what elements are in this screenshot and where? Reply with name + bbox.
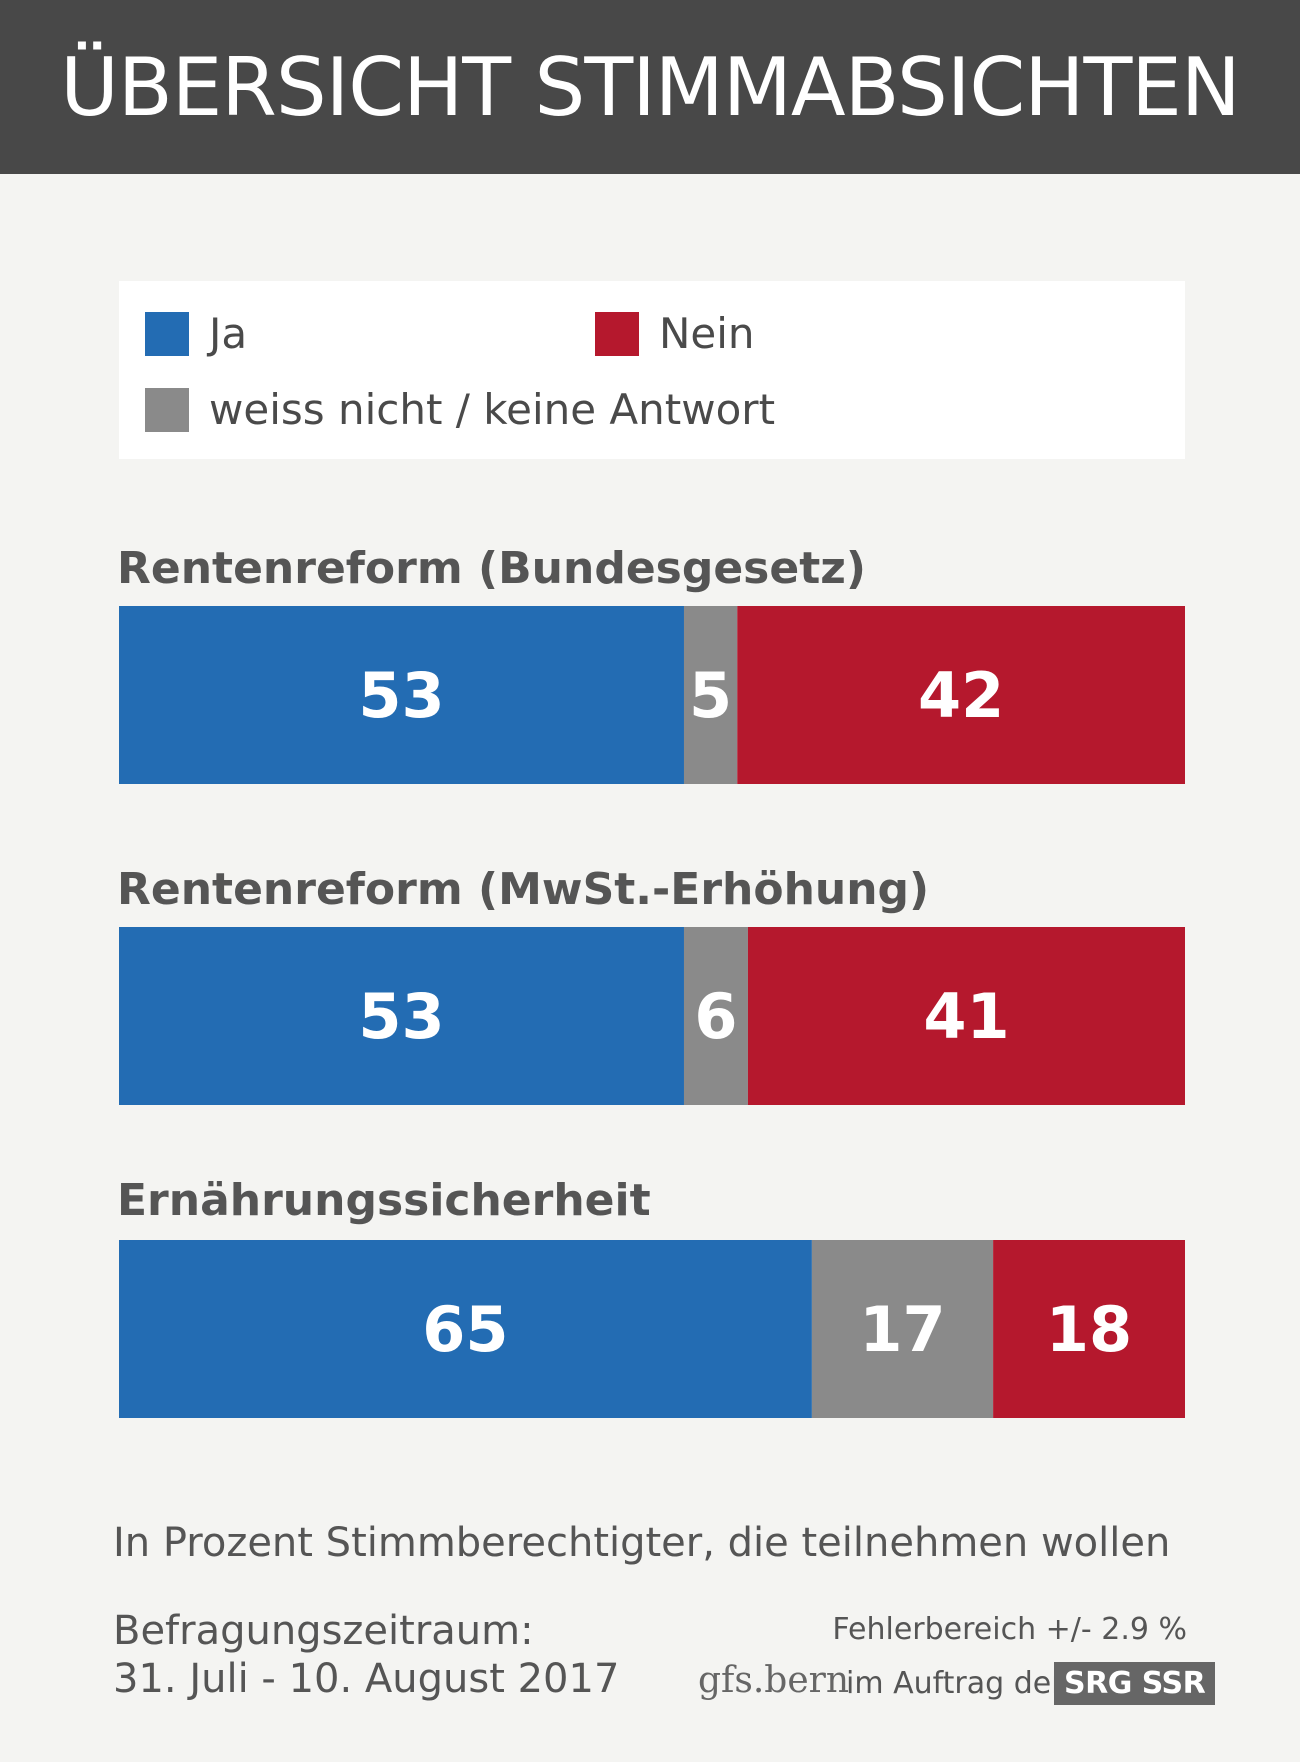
bar-3-nein	[993, 1240, 1185, 1418]
bar-label-1-nein: 42	[918, 659, 1004, 732]
legend-item-ja: Ja	[145, 309, 247, 358]
legend-swatch-weiss-nicht	[145, 387, 189, 432]
legend-item-nein: Nein	[595, 309, 755, 358]
gfs-logo: gfs.bern	[698, 1660, 850, 1701]
page-title: ÜBERSICHT STIMMABSICHTEN	[60, 40, 1240, 134]
legend-item-weiss-nicht: weiss nicht / keine Antwort	[145, 385, 775, 434]
error-margin: Fehlerbereich +/- 2.9 %	[832, 1612, 1187, 1647]
legend-swatch-nein	[595, 311, 639, 356]
legend-swatch-ja	[145, 311, 189, 356]
legend: Ja Nein weiss nicht / keine Antwort	[119, 281, 1185, 459]
bar-label-1-ja: 53	[358, 659, 444, 732]
group-label-1: Rentenreform (Bundesgesetz)	[117, 543, 866, 594]
bar-label-3-ja: 65	[422, 1293, 508, 1366]
bar-1-ja	[119, 606, 684, 784]
bar-label-2-weiss-nicht: 6	[694, 980, 737, 1053]
bar-label-2-ja: 53	[358, 980, 444, 1053]
legend-label-weiss-nicht: weiss nicht / keine Antwort	[209, 385, 776, 434]
bar-label-1-weiss-nicht: 5	[689, 659, 732, 732]
bar-2-ja	[119, 927, 684, 1105]
period-value: 31. Juli - 10. August 2017	[113, 1656, 620, 1702]
legend-label-ja: Ja	[209, 309, 248, 358]
group-label-2: Rentenreform (MwSt.-Erhöhung)	[117, 864, 930, 915]
header: ÜBERSICHT STIMMABSICHTEN	[0, 0, 1300, 174]
bar-label-3-nein: 18	[1046, 1293, 1132, 1366]
bar-3-ja	[119, 1240, 812, 1418]
group-label-3: Ernährungssicherheit	[117, 1175, 651, 1226]
auftrag-text: im Auftrag der	[846, 1666, 1064, 1701]
bar-2-weiss-nicht	[683, 927, 748, 1105]
period-label: Befragungszeitraum:	[113, 1608, 534, 1654]
footnote: In Prozent Stimmberechtigter, die teilne…	[113, 1520, 1171, 1566]
srg-logo: SRG SSR	[1054, 1662, 1216, 1705]
bar-1-weiss-nicht	[683, 606, 738, 784]
bar-label-3-weiss-nicht: 17	[859, 1293, 945, 1366]
legend-label-nein: Nein	[659, 309, 755, 358]
bar-2-nein	[747, 927, 1185, 1105]
bar-label-2-nein: 41	[923, 980, 1009, 1053]
bar-1-nein	[737, 606, 1185, 784]
bar-3-weiss-nicht	[811, 1240, 994, 1418]
